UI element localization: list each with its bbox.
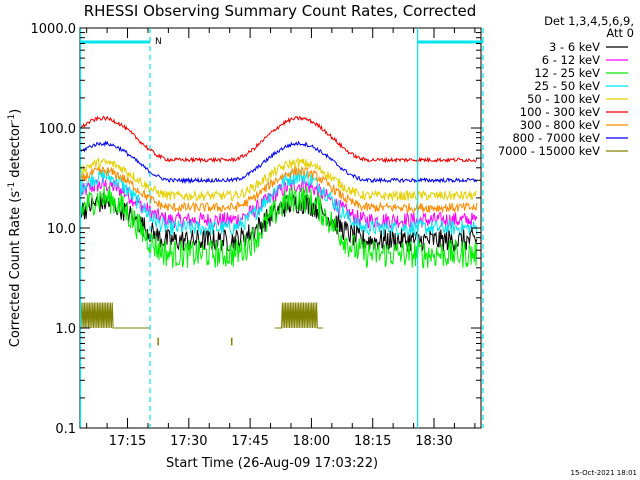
legend-header-detectors: Det 1,3,4,5,6,9, <box>544 14 634 28</box>
x-axis-ticks: 17:15 17:30 17:45 18:00 18:15 18:30 <box>86 28 476 449</box>
legend-label: 800 - 7000 keV <box>512 131 600 145</box>
legend-label: 3 - 6 keV <box>549 40 600 54</box>
series-line-300-800kev <box>80 166 478 214</box>
series-layer <box>80 115 478 346</box>
y-tick-label: 10.0 <box>47 222 76 237</box>
x-axis-label: Start Time (26-Aug-09 17:03:22) <box>166 456 378 471</box>
legend-label: 12 - 25 keV <box>534 66 600 80</box>
legend-header-attenuator: Att 0 <box>606 26 634 40</box>
series-line-50-100kev <box>80 156 477 202</box>
x-tick-label: 18:00 <box>293 434 330 449</box>
y-tick-label: 0.1 <box>55 422 76 437</box>
x-tick-label: 17:45 <box>231 434 268 449</box>
legend-label: 6 - 12 keV <box>542 53 600 67</box>
legend-label: 25 - 50 keV <box>534 79 600 93</box>
legend-label: 300 - 800 keV <box>520 118 600 132</box>
x-tick-label: 17:15 <box>109 434 146 449</box>
y-tick-label: 1000.0 <box>31 22 77 37</box>
y-axis-label: Corrected Count Rate (s-1 detector-1) <box>7 109 23 347</box>
series-line-7000-15000-kev <box>274 302 324 329</box>
y-axis-ticks: 0.1 1.0 10.0 100.0 1000.0 <box>31 22 481 437</box>
night-flag-label: N <box>155 37 162 47</box>
series-line-7000-15000-kev <box>80 302 150 329</box>
y-axis-label-sup1: -1 <box>7 182 17 191</box>
y-axis-label-mid: detector <box>8 122 23 182</box>
x-tick-label: 18:30 <box>415 434 452 449</box>
series-line-6-12kev <box>80 177 478 230</box>
x-tick-label: 18:15 <box>354 434 391 449</box>
y-tick-label: 1.0 <box>55 322 76 337</box>
y-axis-label-sup2: -1 <box>7 114 17 123</box>
generation-timestamp: 15-Oct-2021 18:01 <box>571 469 637 477</box>
y-axis-label-end: ) <box>8 109 23 114</box>
legend-label: 7000 - 15000 keV <box>498 144 600 158</box>
series-line-12-25kev <box>80 185 478 269</box>
legend-label: 50 - 100 keV <box>527 92 600 106</box>
series-line-25-50kev <box>80 168 478 238</box>
y-axis-label-main: Corrected Count Rate (s <box>8 191 23 348</box>
x-tick-label: 17:30 <box>170 434 207 449</box>
series-line-800-7000kev <box>80 140 477 185</box>
chart-title: RHESSI Observing Summary Count Rates, Co… <box>84 2 477 20</box>
y-tick-label: 100.0 <box>39 122 76 137</box>
series-line-100-300kev <box>80 115 478 164</box>
legend-label: 100 - 300 keV <box>520 105 600 119</box>
